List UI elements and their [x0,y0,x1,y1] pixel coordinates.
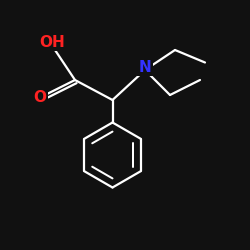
Text: O: O [34,90,46,105]
Text: N: N [138,60,151,75]
Text: OH: OH [40,35,66,50]
